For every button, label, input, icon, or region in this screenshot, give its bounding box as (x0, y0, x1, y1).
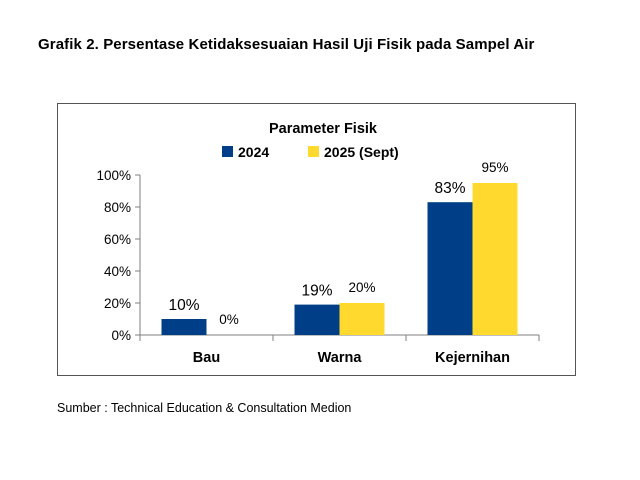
data-label: 83% (434, 180, 465, 197)
bar-2024-kejernihan (427, 202, 473, 335)
y-tick-label: 40% (104, 264, 131, 279)
data-label: 10% (168, 297, 199, 314)
y-tick-label: 0% (111, 328, 131, 343)
x-axis: Bau Warna Kejernihan (139, 334, 540, 366)
x-category-label: Warna (318, 350, 363, 366)
page-title: Grafik 2. Persentase Ketidaksesuaian Has… (38, 36, 535, 53)
data-label: 19% (301, 283, 332, 300)
data-labels: 10% 0% 19% 20% 83% 95% (168, 160, 508, 327)
bar-2025-warna (339, 303, 385, 335)
bar-2024-warna (294, 304, 340, 335)
chart-frame: Parameter Fisik 2024 2025 (Sept) 0% 20% 40… (57, 103, 576, 376)
data-label: 20% (348, 280, 375, 295)
y-tick-label: 100% (96, 168, 131, 183)
bar-chart: Parameter Fisik 2024 2025 (Sept) 0% 20% 40… (96, 121, 540, 366)
x-category-label: Bau (193, 350, 220, 366)
legend-label-2025: 2025 (Sept) (324, 144, 399, 160)
legend-swatch-2025 (308, 146, 319, 157)
y-tick-label: 20% (104, 296, 131, 311)
bar-2024-bau (161, 319, 207, 335)
legend-swatch-2024 (222, 146, 233, 157)
bar-2025-kejernihan (472, 183, 518, 335)
y-tick-label: 80% (104, 200, 131, 215)
source-note: Sumber : Technical Education & Consultat… (57, 401, 352, 415)
bars (161, 183, 518, 335)
data-label: 95% (481, 160, 508, 175)
data-label: 0% (219, 312, 239, 327)
y-tick-label: 60% (104, 232, 131, 247)
legend-label-2024: 2024 (238, 144, 269, 160)
chart-title: Parameter Fisik (269, 121, 378, 137)
y-axis: 0% 20% 40% 60% 80% 100% (96, 168, 141, 343)
x-category-label: Kejernihan (435, 350, 510, 366)
